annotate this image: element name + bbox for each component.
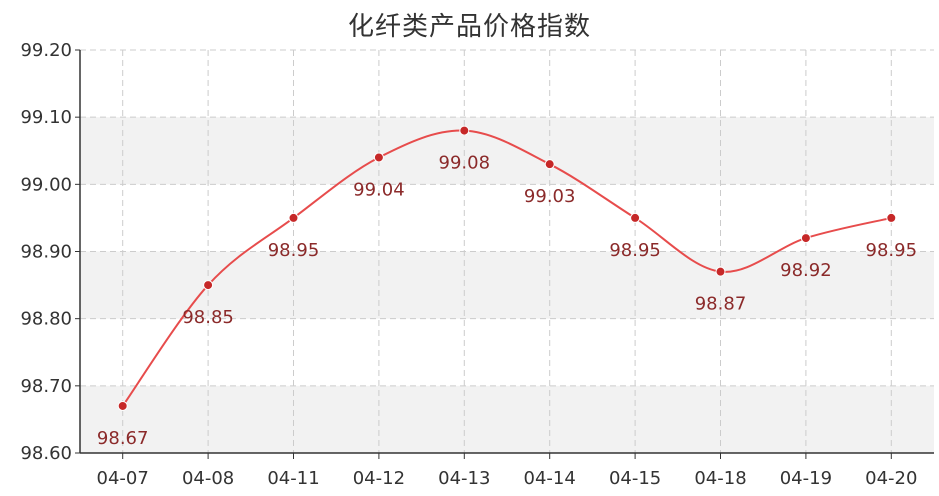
x-tick-label: 04-15	[609, 468, 661, 489]
y-tick-label: 99.10	[20, 107, 72, 128]
x-tick-label: 04-19	[780, 468, 832, 489]
data-point	[715, 266, 726, 277]
data-point	[373, 152, 384, 163]
data-point	[886, 212, 897, 223]
x-tick-label: 04-18	[694, 468, 746, 489]
y-tick-label: 98.70	[20, 376, 72, 397]
data-point	[459, 125, 470, 136]
data-point	[288, 212, 299, 223]
plot-band	[80, 117, 934, 185]
data-label: 98.95	[268, 240, 320, 261]
data-label: 99.08	[439, 153, 491, 174]
x-tick-label: 04-12	[353, 468, 405, 489]
data-label: 99.04	[353, 179, 405, 200]
x-tick-label: 04-11	[267, 468, 319, 489]
x-tick-label: 04-13	[438, 468, 490, 489]
data-label: 99.03	[524, 186, 576, 207]
data-point	[630, 212, 641, 223]
x-tick-label: 04-08	[182, 468, 234, 489]
data-label: 98.85	[182, 307, 234, 328]
y-tick-label: 99.00	[20, 174, 72, 195]
x-tick-label: 04-07	[97, 468, 149, 489]
data-point	[117, 400, 128, 411]
y-tick-label: 98.90	[20, 242, 72, 263]
data-point	[800, 233, 811, 244]
x-tick-label: 04-20	[865, 468, 917, 489]
data-label: 98.95	[609, 240, 661, 261]
plot-band	[80, 385, 934, 453]
data-point	[544, 159, 555, 170]
data-label: 98.87	[695, 294, 747, 315]
y-tick-label: 99.20	[20, 40, 72, 61]
x-tick-label: 04-14	[524, 468, 576, 489]
chart-title: 化纤类产品价格指数	[347, 12, 591, 42]
series-line	[121, 129, 892, 407]
data-label: 98.92	[780, 260, 832, 281]
data-point	[203, 280, 214, 291]
data-label: 98.67	[97, 428, 149, 449]
y-tick-label: 98.80	[20, 309, 72, 330]
plot-band	[80, 251, 934, 319]
y-tick-label: 98.60	[20, 443, 72, 464]
data-label: 98.95	[866, 240, 918, 261]
